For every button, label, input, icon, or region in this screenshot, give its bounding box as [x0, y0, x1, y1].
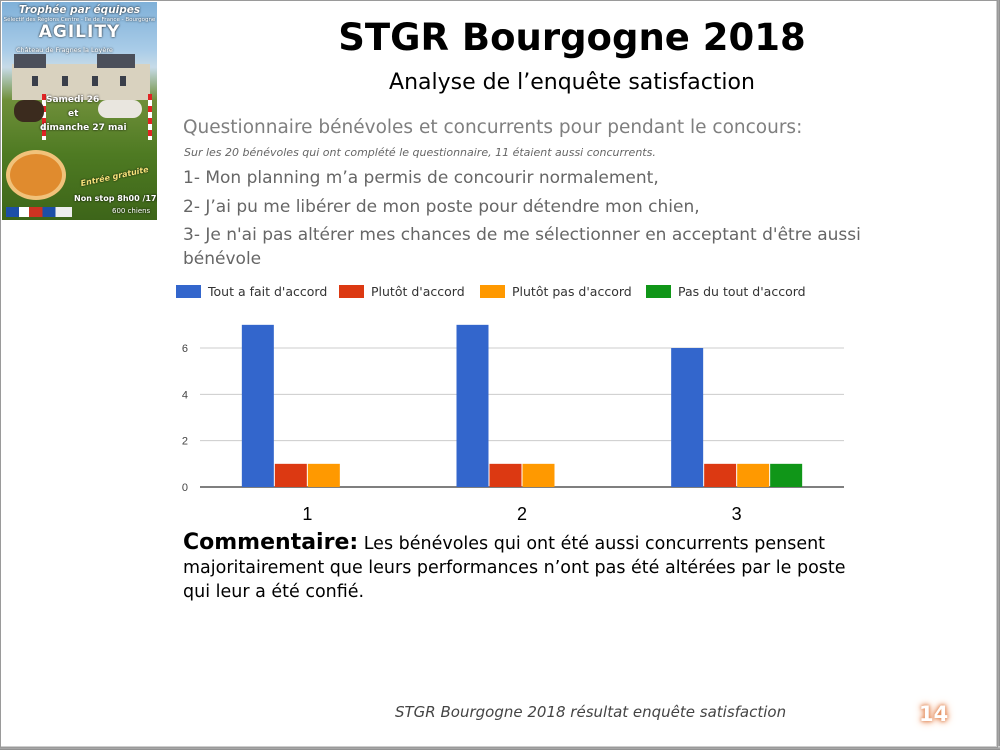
comment-text: Les bénévoles qui ont été aussi concurre…	[183, 534, 846, 602]
bar	[704, 463, 737, 487]
bar	[522, 463, 555, 487]
poster-line: AGILITY	[38, 22, 121, 42]
bar	[307, 463, 340, 487]
poster-line: dimanche 27 mai	[40, 123, 127, 133]
bar	[489, 463, 522, 487]
legend-swatch	[339, 284, 364, 298]
y-tick-label: 2	[182, 436, 188, 448]
castle-window	[32, 76, 38, 86]
jumping-dog-illustration	[98, 100, 142, 118]
poster-line: 600 chiens	[112, 207, 151, 215]
poster-line: Château de Fragnes la Loyère	[16, 46, 113, 54]
legend-label: Plutôt d'accord	[371, 283, 465, 299]
legend-item: Tout a fait d'accord	[176, 283, 327, 299]
y-tick-label: 0	[182, 482, 188, 494]
x-tick-label: 1	[302, 504, 312, 524]
bar	[737, 463, 770, 487]
slide-shadow	[0, 746, 1000, 750]
question-2: 2- J’ai pu me libérer de mon poste pour …	[183, 197, 700, 217]
y-tick-label: 6	[182, 343, 188, 355]
agility-tunnel-illustration	[6, 150, 66, 200]
bar	[671, 348, 704, 487]
bar-chart: 0 2 4 6 1 2 3	[182, 324, 844, 524]
legend-item: Plutôt pas d'accord	[480, 283, 632, 299]
legend-item: Plutôt d'accord	[339, 283, 465, 299]
legend-label: Pas du tout d'accord	[678, 283, 806, 299]
bar	[274, 463, 307, 487]
poster-line: Samedi 26	[46, 95, 100, 105]
poster-line: Sélectif des Régions Centre - Ile de Fra…	[3, 17, 156, 23]
event-poster-image: Trophée par équipes Sélectif des Régions…	[2, 2, 157, 220]
legend-item: Pas du tout d'accord	[646, 283, 806, 299]
legend-swatch	[646, 284, 671, 298]
poster-line: Non stop 8h00 /17h00	[74, 194, 157, 203]
questionnaire-heading: Questionnaire bénévoles et concurrents p…	[183, 117, 803, 138]
x-tick-label: 3	[732, 504, 742, 524]
question-1: 1- Mon planning m’a permis de concourir …	[183, 168, 659, 188]
poster-line: Trophée par équipes	[18, 4, 141, 16]
poster-line: et	[68, 109, 79, 119]
slide-shadow	[996, 0, 1000, 750]
sponsor-logos	[6, 207, 72, 217]
questionnaire-note: Sur les 20 bénévoles qui ont complété le…	[184, 146, 656, 159]
y-tick-label: 4	[182, 389, 188, 401]
page-number: 14	[919, 702, 949, 726]
castle-roof-right	[97, 54, 135, 68]
bar	[241, 324, 274, 487]
castle-window	[120, 76, 126, 86]
bar	[770, 463, 803, 487]
comment-block: Commentaire: Les bénévoles qui ont été a…	[183, 531, 873, 604]
legend-swatch	[480, 284, 505, 298]
dog-illustration	[14, 100, 44, 122]
bar	[456, 324, 489, 487]
agility-pole	[42, 94, 46, 140]
legend-label: Plutôt pas d'accord	[512, 283, 632, 299]
castle-window	[62, 76, 68, 86]
legend-swatch	[176, 284, 201, 298]
comment-label: Commentaire:	[183, 530, 359, 555]
poster-line: Entrée gratuite	[79, 164, 150, 189]
slide-title: STGR Bourgogne 2018	[338, 16, 806, 59]
x-tick-label: 2	[517, 504, 527, 524]
legend-label: Tout a fait d'accord	[208, 283, 328, 299]
question-3: 3- Je n'ai pas altérer mes chances de me…	[183, 225, 861, 269]
slide-subtitle: Analyse de l’enquête satisfaction	[389, 70, 755, 95]
agility-pole	[148, 94, 152, 140]
slide-footer: STGR Bourgogne 2018 résultat enquête sat…	[395, 703, 787, 721]
castle-roof-left	[14, 54, 46, 68]
castle-window	[92, 76, 98, 86]
